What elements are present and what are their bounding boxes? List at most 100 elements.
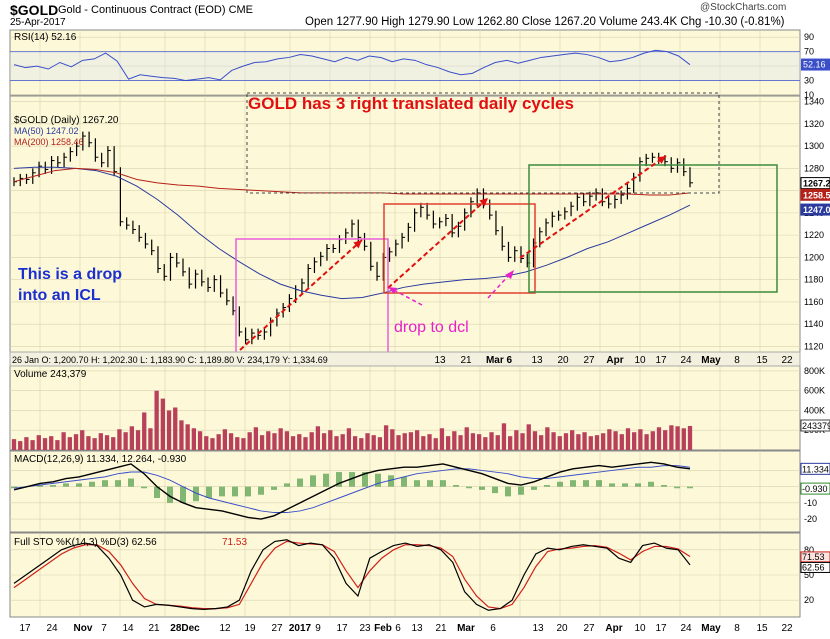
- tick-label-price-11: 1120: [804, 341, 823, 351]
- tick-label-price-7: 1200: [804, 252, 824, 262]
- macd-hist-bar: [37, 485, 43, 487]
- macd-hist-bar: [466, 486, 472, 489]
- trend-arrowhead-2: [657, 156, 666, 164]
- volume-bar: [204, 436, 209, 450]
- x-bottom-label-13: 23: [359, 623, 371, 634]
- tick-label-price-6: 1220: [804, 230, 824, 240]
- trend-arrowhead-1: [479, 198, 488, 207]
- annotation-drop-line1: This is a drop: [18, 266, 122, 283]
- sto-last-box-0: [800, 551, 830, 563]
- volume-bar: [80, 430, 85, 450]
- trend-arrow-0: [239, 239, 363, 351]
- macd-hist-bar: [375, 473, 381, 487]
- volume-bar: [228, 433, 234, 450]
- volume-bar: [160, 398, 165, 450]
- volume-bar: [644, 434, 649, 450]
- volume-bar: [514, 430, 519, 450]
- sto-last-label-0: 71.53: [802, 552, 825, 562]
- volume-bar: [321, 433, 327, 450]
- volume-bar: [55, 440, 60, 450]
- macd-hist-bar: [648, 481, 654, 487]
- volume-bar: [501, 423, 507, 450]
- rsi-line: [13, 49, 691, 82]
- macd-hist-bar: [336, 472, 342, 487]
- panel-price: [9, 95, 801, 353]
- volume-bar: [111, 437, 116, 450]
- volume-bar: [272, 433, 277, 450]
- volume-bar: [129, 426, 134, 450]
- copyright: @StockCharts.com: [700, 2, 787, 13]
- tick-label-price-2: 1300: [804, 141, 824, 151]
- volume-bar: [104, 435, 110, 450]
- tick-label-price-10: 1140: [804, 319, 823, 329]
- dcl-arrow-left: [391, 288, 423, 306]
- volume-bar: [309, 432, 314, 450]
- volume-bar: [526, 424, 531, 450]
- macd-hist-bar: [401, 476, 407, 487]
- price-last-box-0: [800, 177, 830, 190]
- volume-bar: [297, 434, 302, 450]
- tick-label-price-0: 1340: [804, 97, 824, 107]
- volume-bar: [632, 432, 637, 450]
- tick-label-rsi-3: 30: [804, 76, 814, 86]
- price-bars: [13, 131, 693, 345]
- volume-bar: [588, 436, 593, 450]
- x-top-label-10: May: [701, 355, 721, 366]
- macd-hist-bar: [622, 483, 628, 487]
- macd-hist-bar: [570, 480, 576, 487]
- volume-bar: [290, 436, 296, 450]
- price-title: $GOLD (Daily) 1267.20: [14, 115, 119, 126]
- volume-bar: [396, 435, 401, 450]
- x-bottom-label-24: 10: [634, 623, 646, 634]
- macd-hist-bar: [310, 475, 316, 487]
- volume-bar: [625, 428, 631, 450]
- x-bottom-label-1: 24: [46, 623, 58, 634]
- volume-bar: [507, 436, 513, 450]
- volume-bar: [650, 431, 655, 450]
- x-top-label-5: 27: [583, 355, 595, 366]
- trend-arrow-1: [387, 197, 489, 289]
- volume-bar: [98, 433, 103, 450]
- volume-bar: [557, 436, 562, 450]
- volume-bar: [235, 437, 240, 450]
- macd-hist-bar: [388, 475, 394, 487]
- x-bottom-label-6: 28Dec: [170, 623, 200, 634]
- volume-bar: [154, 390, 159, 450]
- macd-hist-bar: [154, 486, 160, 498]
- x-bottom-label-16: 13: [411, 623, 423, 634]
- rsi-last-box: [801, 58, 830, 71]
- x-bottom-label-25: 17: [655, 623, 667, 634]
- macd-hist-bar: [596, 480, 602, 487]
- volume-bar: [315, 426, 321, 450]
- volume-bar: [197, 431, 203, 450]
- macd-hist-bar: [128, 478, 134, 487]
- x-top-label-11: 8: [734, 355, 740, 366]
- volume-bar: [545, 427, 550, 450]
- volume-bar: [266, 431, 271, 450]
- volume-last-label: 243379: [802, 421, 830, 431]
- x-bottom-label-29: 15: [756, 623, 768, 634]
- volume-bar: [191, 428, 197, 450]
- x-bottom-label-4: 14: [122, 623, 134, 634]
- volume-bar: [148, 428, 153, 450]
- macd-hist-bar: [206, 486, 212, 498]
- macd-hist-bar: [453, 485, 459, 487]
- volume-bars: [11, 390, 693, 450]
- macd-hist-bar: [427, 480, 433, 487]
- price-last-label-0: 1267.2: [803, 179, 830, 189]
- rsi-title: RSI(14) 52.16: [14, 32, 77, 43]
- trend-arrow-2: [519, 155, 667, 259]
- macd-hist-bar: [557, 481, 563, 487]
- volume-bar: [476, 434, 482, 450]
- annotation-dcl: drop to dcl: [394, 319, 469, 336]
- tick-label-rsi-1: 70: [804, 47, 814, 57]
- macd-last-box: [800, 462, 830, 475]
- macd-hist-bar: [271, 486, 277, 490]
- tick-label-stochastic-2: 20: [804, 595, 814, 605]
- x-top-label-12: 15: [756, 355, 768, 366]
- volume-bar: [377, 437, 383, 450]
- macd-hist-bar: [609, 483, 615, 487]
- sto-last-label-1: 62.56: [802, 562, 825, 572]
- x-bottom-label-17: 21: [435, 623, 447, 634]
